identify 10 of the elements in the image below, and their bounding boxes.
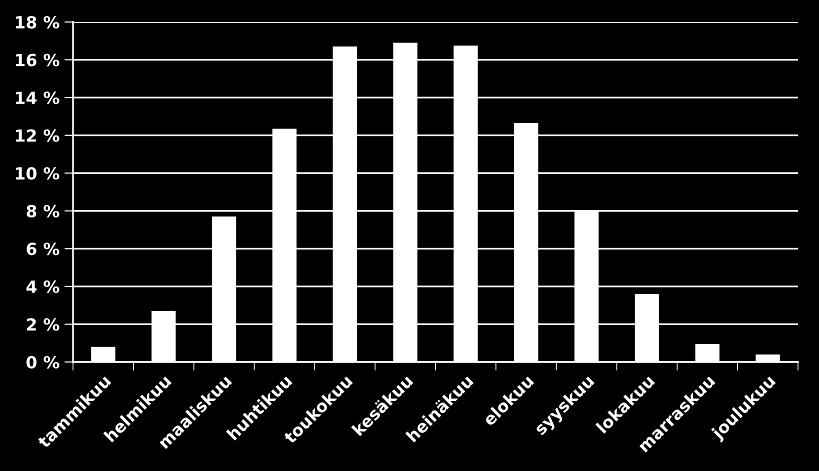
y-tick-label: 2 %	[27, 318, 60, 331]
y-tick-label: 18 %	[16, 16, 60, 29]
y-tick-label: 14 %	[16, 92, 60, 104]
y-tick-label: 0 %	[26, 356, 60, 369]
y-tick-label: 12 %	[16, 129, 60, 142]
y-tick-label: 4 %	[26, 280, 60, 294]
y-tick-label: 6 %	[26, 242, 60, 256]
y-tick-label: 16 %	[16, 54, 60, 66]
y-tick-label: 8 %	[26, 204, 60, 218]
y-tick-label: 10 %	[16, 167, 60, 180]
